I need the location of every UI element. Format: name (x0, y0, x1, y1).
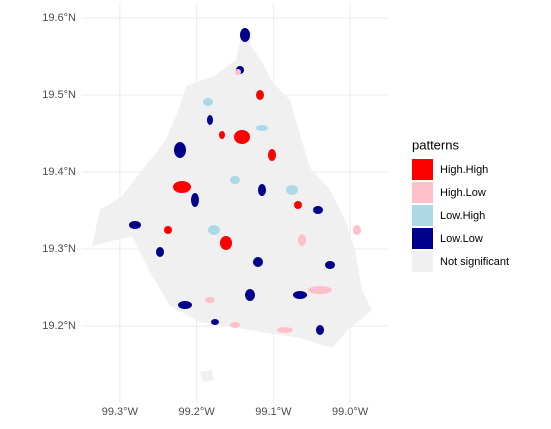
legend-title: patterns (412, 137, 459, 152)
y-tick-label: 19.5°N (42, 89, 76, 101)
legend-key (412, 159, 433, 180)
region (92, 26, 372, 382)
cluster (205, 297, 215, 303)
cluster (220, 236, 232, 250)
cluster (203, 98, 213, 106)
cluster (313, 206, 323, 214)
cluster (293, 291, 307, 299)
cluster (245, 289, 255, 301)
cluster (256, 125, 268, 131)
x-tick-label: 99.3°W (102, 406, 139, 418)
legend-label: Low.Low (440, 233, 483, 245)
cluster (353, 225, 361, 235)
cluster (294, 201, 302, 209)
cluster (316, 325, 324, 335)
cluster (235, 69, 241, 75)
legend-label: High.Low (440, 187, 486, 199)
cluster (308, 286, 332, 294)
x-tick-label: 99.0°W (332, 406, 369, 418)
cluster (156, 247, 164, 257)
cluster (191, 193, 199, 207)
base-area (200, 370, 214, 382)
cluster (208, 225, 220, 235)
cluster (178, 301, 192, 309)
legend-key (412, 205, 433, 226)
cluster (211, 319, 219, 325)
legend-key (412, 228, 433, 249)
legend-label: Low.High (440, 210, 485, 222)
cluster (286, 185, 298, 195)
cluster (277, 327, 293, 333)
cluster (230, 322, 240, 328)
x-tick-label: 99.2°W (179, 406, 216, 418)
cluster (268, 149, 276, 161)
cluster (129, 221, 141, 229)
cluster (298, 234, 306, 246)
cluster (173, 181, 191, 193)
x-tick-label: 99.1°W (255, 406, 292, 418)
cluster (230, 176, 240, 184)
y-tick-label: 19.3°N (42, 243, 76, 255)
cluster (234, 130, 250, 144)
cluster (219, 131, 225, 139)
y-tick-label: 19.2°N (42, 320, 76, 332)
cluster (253, 257, 263, 267)
cluster (240, 28, 250, 42)
clusters (129, 28, 361, 335)
y-tick-label: 19.4°N (42, 166, 76, 178)
cluster (164, 226, 172, 234)
y-tick-label: 19.6°N (42, 12, 76, 24)
cluster (174, 142, 186, 158)
cluster (207, 115, 213, 125)
cluster (258, 184, 266, 196)
legend-key (412, 182, 433, 203)
legend-key (412, 251, 433, 272)
legend-label: Not significant (440, 256, 509, 268)
legend-label: High.High (440, 164, 488, 176)
base-area (92, 26, 372, 348)
cluster (256, 90, 264, 100)
cluster (325, 261, 335, 269)
